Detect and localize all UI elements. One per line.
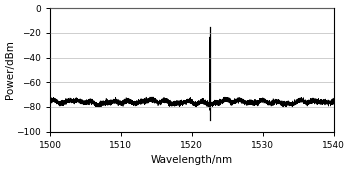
Y-axis label: Power/dBm: Power/dBm — [5, 40, 15, 99]
X-axis label: Wavelength/nm: Wavelength/nm — [151, 155, 233, 165]
